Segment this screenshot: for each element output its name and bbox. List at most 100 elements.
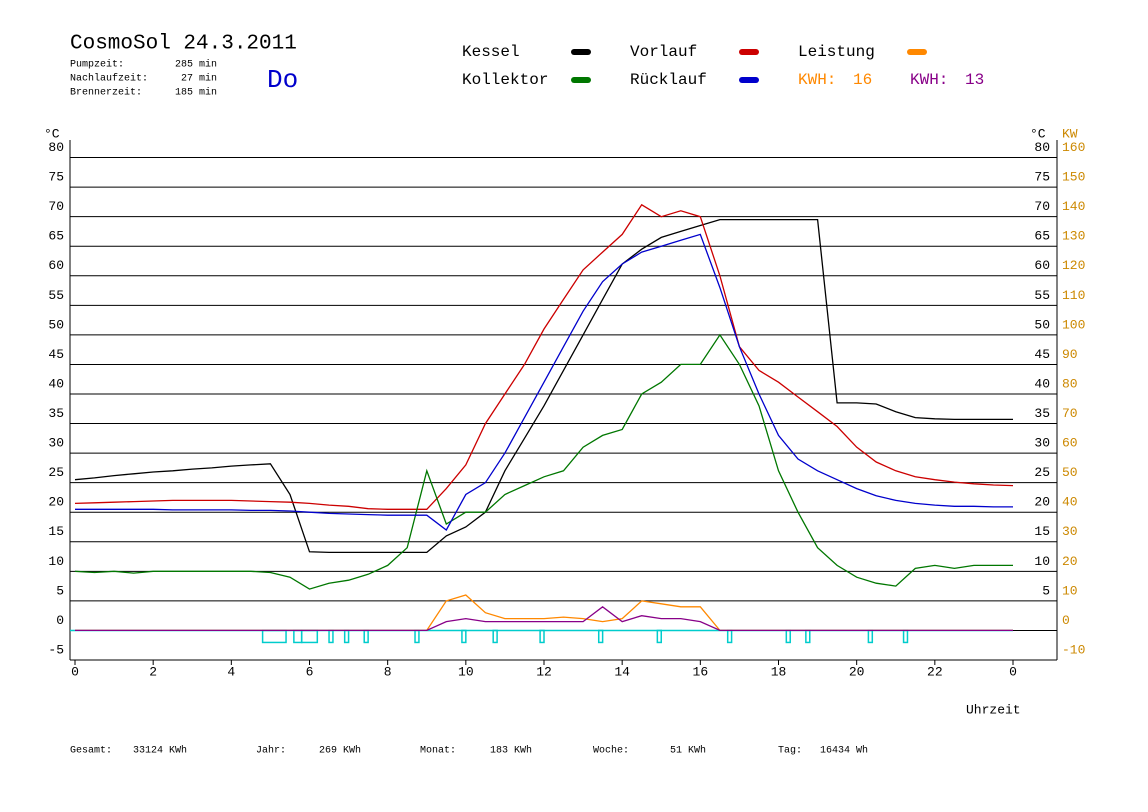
kwh-value: 16 (853, 71, 872, 89)
y-tick-label: 50 (48, 317, 64, 332)
pump-interval (363, 629, 369, 644)
pump-interval (867, 629, 874, 644)
y2-tick-label: 0 (1062, 613, 1070, 628)
y-tick-label: 35 (48, 406, 64, 421)
y-tick-label: 60 (48, 258, 64, 273)
pump-interval (414, 629, 420, 644)
x-tick-label: 22 (927, 664, 943, 679)
footer-label: Monat: (420, 746, 456, 757)
pump-interval (300, 629, 319, 644)
y-tick-label: 0 (56, 613, 64, 628)
kwh-value: 13 (965, 71, 984, 89)
y2-tick-label: 110 (1062, 288, 1085, 303)
footer-label: Tag: (778, 746, 802, 757)
y-right-tick-label: 60 (1034, 258, 1050, 273)
footer-value: 16434 Wh (820, 745, 868, 757)
x-tick-label: 14 (614, 664, 630, 679)
y-tick-label: 15 (48, 524, 64, 539)
y2-tick-label: 160 (1062, 140, 1085, 155)
info-value: 27 min (181, 73, 217, 85)
series-line (75, 594, 1013, 632)
y-tick-label: 80 (48, 140, 64, 155)
y2-tick-label: 10 (1062, 583, 1078, 598)
y-right-tick-label: 65 (1034, 229, 1050, 244)
y-right-tick-label: 80 (1034, 140, 1050, 155)
y-axis-label-right: °C (1030, 126, 1046, 141)
y-right-tick-label: 55 (1034, 288, 1050, 303)
y-tick-label: 55 (48, 288, 64, 303)
footer-label: Gesamt: (70, 746, 112, 757)
y2-tick-label: 30 (1062, 524, 1078, 539)
y2-tick-label: -10 (1062, 642, 1085, 657)
pump-interval (805, 629, 811, 644)
pump-interval (656, 629, 663, 644)
y-tick-label: 40 (48, 376, 64, 391)
pump-interval (328, 629, 334, 644)
chart-title: CosmoSol 24.3.2011 (70, 33, 297, 56)
footer-value: 33124 KWh (133, 745, 187, 757)
y2-tick-label: 20 (1062, 554, 1078, 569)
y-axis-label: °C (44, 126, 60, 141)
y2-axis-label: KW (1062, 126, 1078, 141)
legend-label: Kessel (462, 43, 520, 61)
series-line (75, 233, 1013, 531)
series-line (74, 333, 1013, 590)
y2-tick-label: 100 (1062, 317, 1085, 332)
legend-label: Kollektor (462, 71, 548, 89)
y-right-tick-label: 40 (1034, 376, 1050, 391)
series-line (75, 605, 1013, 632)
y-tick-label: 65 (48, 229, 64, 244)
info-label: Brennerzeit: (70, 87, 142, 99)
y-tick-label: -5 (48, 642, 64, 657)
footer-value: 269 KWh (319, 745, 361, 757)
x-tick-label: 6 (306, 664, 314, 679)
footer-value: 51 KWh (670, 745, 706, 757)
y-right-tick-label: 15 (1034, 524, 1050, 539)
kwh-label: KWH: (910, 71, 948, 89)
y2-tick-label: 60 (1062, 436, 1078, 451)
pump-interval (293, 629, 303, 644)
y2-tick-label: 140 (1062, 199, 1085, 214)
footer-label: Woche: (593, 745, 629, 757)
y-tick-label: 45 (48, 347, 64, 362)
pump-interval (461, 629, 467, 644)
x-tick-label: 0 (1009, 664, 1017, 679)
y-right-tick-label: 10 (1034, 554, 1050, 569)
pump-interval (492, 629, 498, 644)
pump-interval (597, 629, 604, 644)
x-tick-label: 16 (693, 664, 709, 679)
pump-interval (902, 629, 909, 644)
x-tick-label: 12 (536, 664, 552, 679)
y-tick-label: 70 (48, 199, 64, 214)
info-value: 285 min (175, 59, 217, 71)
y-right-tick-label: 75 (1034, 170, 1050, 185)
series-line (74, 218, 1013, 554)
x-tick-label: 4 (227, 664, 235, 679)
y-tick-label: 20 (48, 495, 64, 510)
y-right-tick-label: 30 (1034, 436, 1050, 451)
footer-label: Jahr: (256, 745, 286, 757)
info-value: 185 min (175, 87, 217, 99)
y2-tick-label: 90 (1062, 347, 1078, 362)
y-right-tick-label: 20 (1034, 495, 1050, 510)
info-label: Nachlaufzeit: (70, 73, 148, 85)
pump-interval (539, 629, 545, 644)
legend-label: Vorlauf (630, 43, 697, 61)
info-label: Pumpzeit: (70, 59, 124, 71)
y-right-tick-label: 45 (1034, 347, 1050, 362)
pump-interval (343, 629, 350, 644)
x-tick-label: 18 (771, 664, 787, 679)
series-line (74, 203, 1014, 510)
y-right-tick-label: 70 (1034, 199, 1050, 214)
y-tick-label: 5 (56, 583, 64, 598)
y-tick-label: 75 (48, 170, 64, 185)
pump-interval (726, 629, 733, 644)
y-right-tick-label: 50 (1034, 317, 1050, 332)
x-tick-label: 10 (458, 664, 474, 679)
y-right-tick-label: 35 (1034, 406, 1050, 421)
y2-tick-label: 130 (1062, 229, 1085, 244)
y-right-tick-label: 25 (1034, 465, 1050, 480)
y2-tick-label: 150 (1062, 170, 1085, 185)
y-tick-label: 25 (48, 465, 64, 480)
